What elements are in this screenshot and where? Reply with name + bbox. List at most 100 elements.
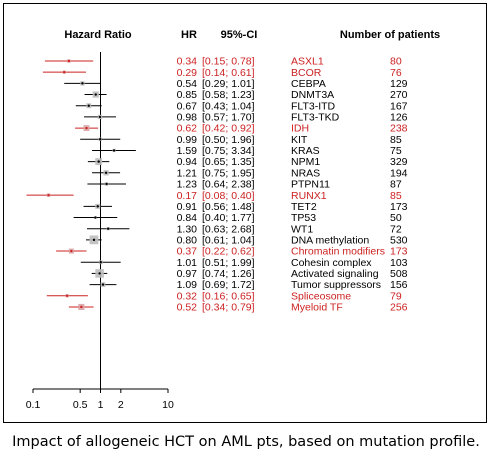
point-estimate-dot: [96, 205, 99, 208]
header-hazard-ratio: Hazard Ratio: [64, 29, 132, 41]
hr-value: 0.62: [177, 123, 198, 135]
point-estimate-dot: [101, 283, 105, 286]
point-estimate-dot: [63, 70, 66, 74]
point-estimate-dot: [94, 216, 97, 219]
patient-count: 85: [390, 134, 402, 146]
chart-marks: [26, 52, 136, 389]
point-estimate-dot: [99, 261, 102, 264]
hr-value: 1.59: [177, 145, 198, 157]
patient-count: 238: [390, 123, 408, 135]
ci-value: [0.61; 1.04]: [202, 234, 255, 246]
patient-count: 76: [390, 67, 402, 79]
point-estimate-dot: [47, 193, 50, 197]
ci-value: [0.50; 1.96]: [202, 134, 255, 146]
point-estimate-dot: [99, 138, 102, 141]
patient-count: 79: [390, 290, 402, 302]
row-label: DNMT3A: [291, 89, 334, 101]
hr-value: 0.80: [177, 234, 198, 246]
x-tick-label: 0.5: [73, 399, 88, 411]
patient-count: 173: [390, 201, 408, 213]
patient-count: 329: [390, 156, 408, 168]
ci-value: [0.08; 0.40]: [202, 190, 255, 202]
row-label: Tumor suppressors: [291, 279, 381, 291]
hr-value: 1.23: [177, 179, 198, 191]
row-label: TP53: [291, 212, 316, 224]
hr-value: 0.34: [177, 56, 198, 68]
patient-count: 80: [390, 56, 402, 68]
row-label: ASXL1: [291, 56, 324, 68]
patient-count: 173: [390, 246, 408, 258]
ci-value: [0.58; 1.23]: [202, 89, 255, 101]
row-label: NPM1: [291, 156, 320, 168]
hr-value: 1.09: [177, 279, 198, 291]
patient-count: 129: [390, 78, 408, 90]
figure-frame: [3, 3, 487, 423]
hr-value: 0.29: [177, 67, 198, 79]
hr-value: 0.54: [177, 78, 198, 90]
row-label: Activated signaling: [291, 268, 379, 280]
ci-value: [0.64; 2.38]: [202, 179, 255, 191]
patient-count: 508: [390, 268, 408, 280]
ci-value: [0.14; 0.61]: [202, 67, 255, 79]
row-label: IDH: [291, 123, 309, 135]
row-texts: 0.34 [0.15; 0.78] ASXL1 80 0.29 [0.14; 0.61] B…: [177, 56, 408, 314]
ci-value: [0.57; 1.70]: [202, 112, 255, 124]
patient-count: 50: [390, 212, 402, 224]
ci-value: [0.15; 0.78]: [202, 56, 255, 68]
patient-count: 167: [390, 100, 408, 112]
hr-value: 0.99: [177, 134, 198, 146]
row-label: Spliceosome: [291, 290, 351, 302]
ci-value: [0.22; 0.62]: [202, 246, 255, 258]
patient-count: 256: [390, 302, 408, 314]
x-tick-label: 1: [98, 399, 104, 411]
point-estimate-dot: [87, 104, 90, 107]
ci-value: [0.42; 0.92]: [202, 123, 255, 135]
row-label: RUNX1: [291, 190, 327, 202]
ci-value: [0.69; 1.72]: [202, 279, 255, 291]
row-label: Chromatin modifiers: [291, 246, 385, 258]
header-ci: 95%-CI: [221, 29, 258, 41]
hr-value: 0.37: [177, 246, 198, 258]
patient-count: 156: [390, 279, 408, 291]
patient-count: 87: [390, 179, 402, 191]
row-label: PTPN11: [291, 179, 330, 191]
row-label: NRAS: [291, 167, 320, 179]
point-estimate-dot: [80, 305, 83, 309]
point-estimate-dot: [105, 182, 108, 186]
ci-value: [0.34; 0.79]: [202, 302, 255, 314]
row-label: FLT3-TKD: [291, 112, 340, 124]
patient-count: 194: [390, 167, 408, 179]
figure-caption: Impact of allogeneic HCT on AML pts, bas…: [12, 434, 480, 450]
ci-value: [0.29; 1.01]: [202, 78, 255, 90]
x-axis: 0.1 0.5 1 2 10: [26, 388, 174, 411]
row-label: WT1: [291, 223, 313, 235]
point-estimate-dot: [106, 227, 110, 230]
ci-value: [0.51; 1.99]: [202, 257, 255, 269]
ci-value: [0.43; 1.04]: [202, 100, 255, 112]
point-estimate-dot: [70, 249, 73, 253]
ci-value: [0.56; 1.48]: [202, 201, 255, 213]
patient-count: 103: [390, 257, 408, 269]
ci-value: [0.40; 1.77]: [202, 212, 255, 224]
row-label: BCOR: [291, 67, 322, 79]
hr-value: 1.01: [177, 257, 198, 269]
point-estimate-dot: [67, 59, 71, 63]
point-estimate-dot: [98, 272, 101, 275]
patient-count: 85: [390, 190, 402, 202]
patient-count: 72: [390, 223, 402, 235]
hr-value: 0.97: [177, 268, 198, 280]
point-estimate-dot: [65, 294, 69, 297]
row-label: DNA methylation: [291, 234, 369, 246]
point-estimate-dot: [92, 238, 96, 242]
hr-value: 0.32: [177, 290, 198, 302]
ci-value: [0.63; 2.68]: [202, 223, 255, 235]
patient-count: 75: [390, 145, 402, 157]
hr-value: 0.94: [177, 156, 198, 168]
hr-value: 0.52: [177, 302, 198, 314]
hr-value: 1.21: [177, 167, 198, 179]
patient-count: 530: [390, 234, 408, 246]
ci-value: [0.65; 1.35]: [202, 156, 255, 168]
hr-value: 0.84: [177, 212, 198, 224]
point-estimate-dot: [112, 149, 116, 152]
